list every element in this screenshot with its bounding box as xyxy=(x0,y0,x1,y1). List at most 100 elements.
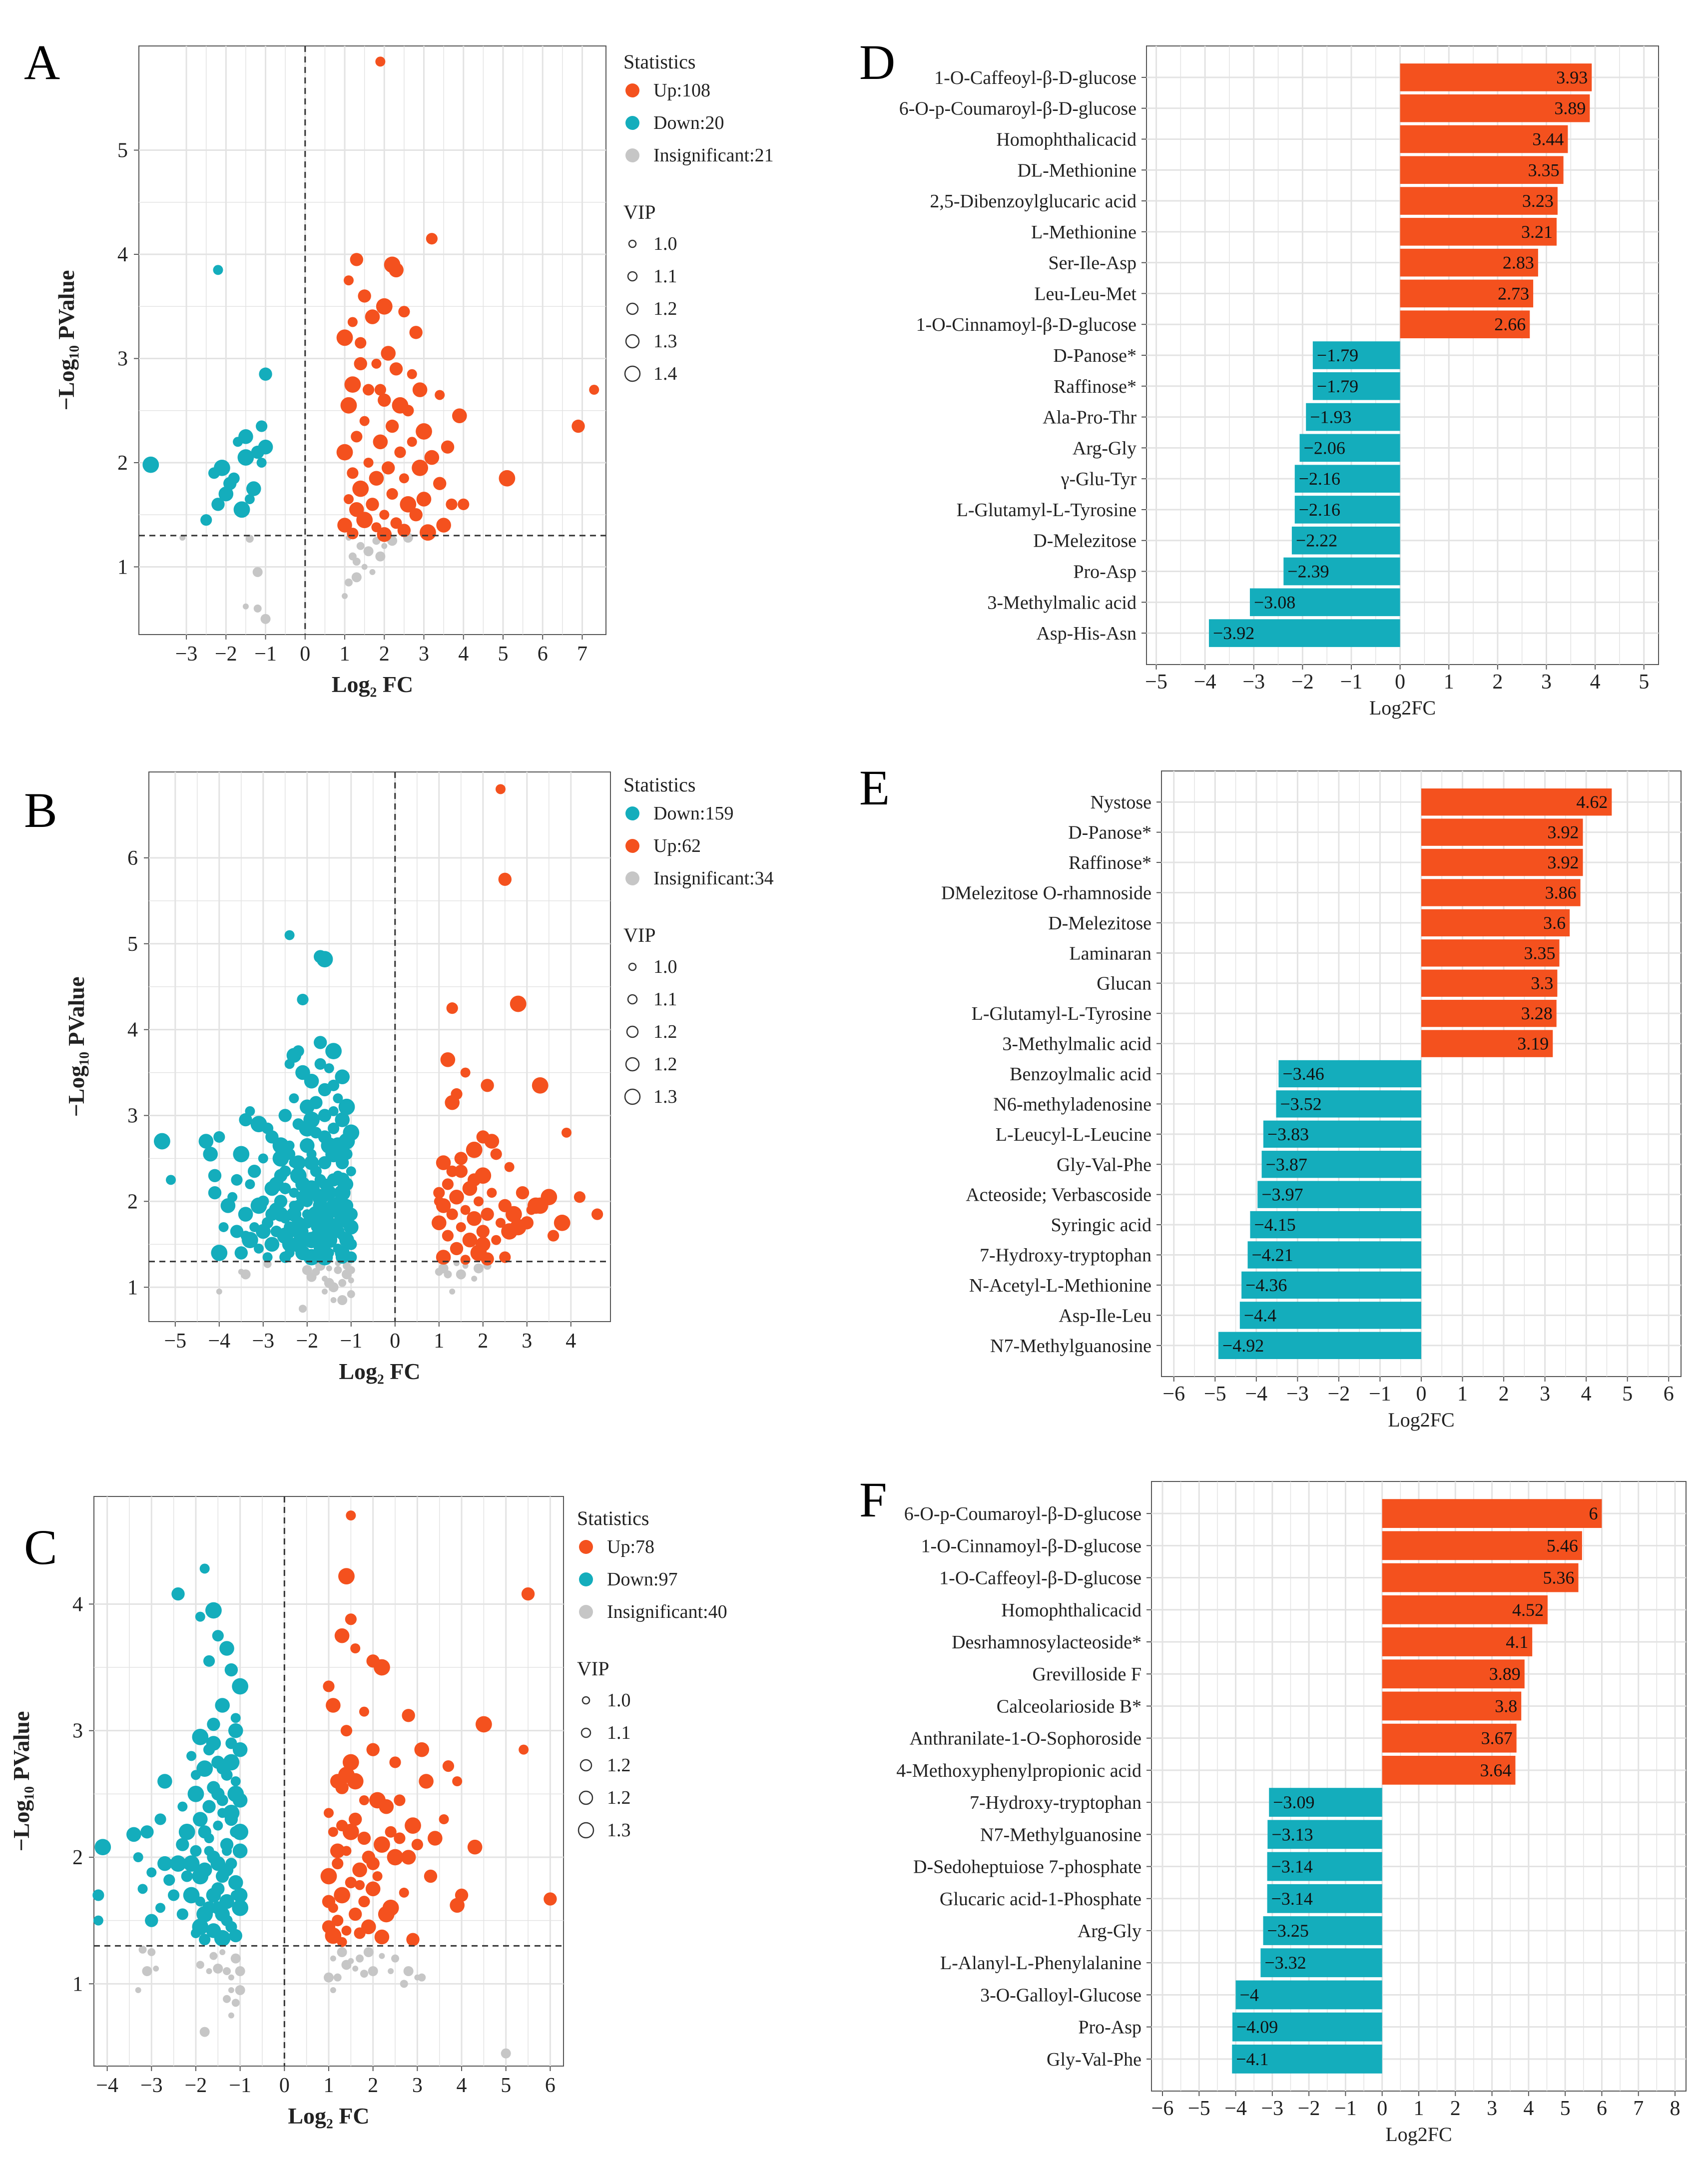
point-up xyxy=(416,423,432,440)
point-up xyxy=(436,1155,451,1170)
point-up xyxy=(446,1208,458,1220)
point-down xyxy=(336,1250,349,1264)
point-down xyxy=(265,1207,279,1221)
y-tick-label: 2 xyxy=(117,452,128,475)
point-insig xyxy=(326,1265,332,1272)
point-down xyxy=(157,1856,172,1871)
point-down xyxy=(176,1838,189,1851)
legend-title: Statistics xyxy=(577,1507,649,1529)
point-up xyxy=(374,1929,390,1945)
category-label: Homophthalicacid xyxy=(1001,1600,1141,1621)
bar xyxy=(1241,1271,1421,1299)
legend-label: Down:159 xyxy=(653,803,733,824)
point-down xyxy=(211,498,225,511)
point-up xyxy=(356,512,373,529)
point-down xyxy=(324,1063,334,1073)
x-tick-label: −3 xyxy=(252,1330,274,1353)
category-label: DMelezitose O-rhamnoside xyxy=(941,882,1151,903)
point-insig xyxy=(338,1279,347,1287)
legend-swatch-up xyxy=(625,839,639,853)
bar-value-label: −3.08 xyxy=(1254,592,1295,612)
point-insig xyxy=(342,593,348,599)
bar xyxy=(1257,1181,1421,1208)
point-up xyxy=(373,434,388,450)
point-insig xyxy=(235,1966,245,1976)
x-tick-label: 1 xyxy=(340,643,350,666)
x-tick-label: 0 xyxy=(279,2074,290,2097)
point-down xyxy=(334,1184,351,1201)
point-up xyxy=(439,1814,449,1824)
bar xyxy=(1421,939,1560,967)
vip-legend-label: 1.0 xyxy=(653,956,677,977)
bar-value-label: −4.1 xyxy=(1236,2049,1268,2069)
category-label: L-Methionine xyxy=(1031,222,1137,243)
point-down xyxy=(264,1237,280,1252)
panel-letter: E xyxy=(859,760,890,815)
bar-value-label: −3.09 xyxy=(1273,1792,1314,1812)
point-down xyxy=(336,1156,349,1170)
panel-d-bar-chart: D −5 −4 −3 −2 −1 0 1 2 3 4 5 1-O-Caffeoyl-β-D-glucos… xyxy=(859,34,1659,719)
x-tick-label: −4 xyxy=(96,2074,118,2097)
bar xyxy=(1208,619,1400,647)
point-down xyxy=(211,1245,228,1261)
point-up xyxy=(343,494,354,504)
point-down xyxy=(171,1587,185,1601)
point-up xyxy=(554,1214,570,1231)
bar xyxy=(1400,279,1534,308)
point-up xyxy=(571,419,585,433)
y-tick-label: 5 xyxy=(127,933,138,956)
point-insig xyxy=(449,1288,456,1295)
point-down xyxy=(321,1137,338,1154)
bar-value-label: −3.14 xyxy=(1271,1889,1313,1909)
bar-value-label: 3.35 xyxy=(1528,160,1560,180)
point-down xyxy=(256,457,267,468)
point-down xyxy=(93,1915,103,1926)
x-tick-label: 1 xyxy=(1444,671,1454,694)
point-up xyxy=(442,1230,454,1242)
point-insig xyxy=(474,1263,484,1274)
x-tick-label: −1 xyxy=(340,1330,362,1353)
point-up xyxy=(496,1218,506,1228)
point-up xyxy=(440,1052,456,1067)
point-up xyxy=(460,1067,471,1078)
point-insig xyxy=(337,1295,348,1306)
vip-legend-label: 1.3 xyxy=(607,1820,631,1841)
vip-legend-circle xyxy=(627,994,638,1005)
point-down xyxy=(154,1813,166,1825)
legend: Statistics Down:159 Up:62 Insignificant:34 V… xyxy=(623,773,774,1107)
bar-value-label: 5.36 xyxy=(1543,1568,1575,1588)
bar xyxy=(1382,1563,1579,1592)
point-up xyxy=(345,1877,357,1889)
point-insig xyxy=(388,1968,394,1974)
point-insig xyxy=(223,1967,231,1975)
point-down xyxy=(213,1131,225,1143)
bar xyxy=(1267,1852,1382,1881)
x-tick-label: 7 xyxy=(577,643,587,666)
point-down xyxy=(314,1058,326,1070)
point-up xyxy=(432,1215,447,1231)
point-up xyxy=(405,1817,421,1834)
point-down xyxy=(166,1175,176,1185)
point-down xyxy=(254,1243,264,1254)
point-down xyxy=(320,1192,330,1202)
point-insig xyxy=(456,1269,466,1280)
point-down xyxy=(211,1901,225,1915)
point-down xyxy=(303,1111,320,1128)
point-insig xyxy=(334,1266,342,1274)
point-insig xyxy=(230,1953,241,1964)
x-tick-label: 2 xyxy=(1492,671,1503,694)
category-label: Leu-Leu-Met xyxy=(1034,283,1137,304)
y-tick-label: 3 xyxy=(127,1105,138,1128)
point-down xyxy=(282,1237,297,1252)
point-up xyxy=(499,1251,511,1263)
point-up xyxy=(374,1659,390,1676)
x-tick-label: −4 xyxy=(1194,671,1216,694)
point-insig xyxy=(356,542,365,550)
bar xyxy=(1421,909,1570,937)
point-insig xyxy=(352,1965,359,1972)
panel-a-volcano: A −3 −2 −1 0 1 2 3 4 5 6 7 1 2 3 4 5 Log₂ FC −Log₁₀ PValue… xyxy=(24,34,774,697)
bar xyxy=(1421,969,1558,997)
vip-legend-label: 1.2 xyxy=(607,1755,631,1776)
x-tick-label: 7 xyxy=(1633,2097,1644,2120)
point-up xyxy=(476,1225,490,1238)
